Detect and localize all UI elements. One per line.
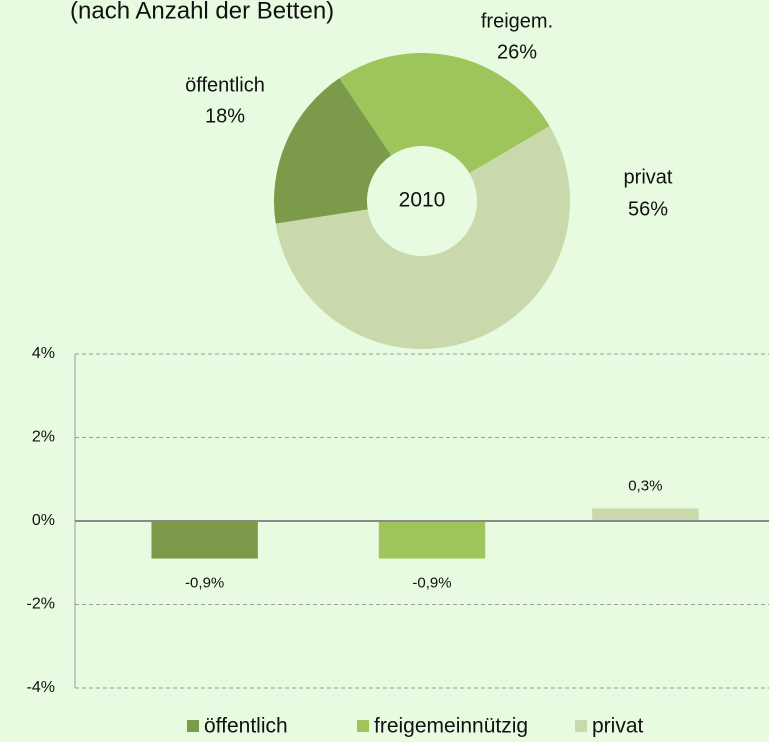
value-label: -0,9%: [412, 575, 451, 592]
value-label: -0,9%: [185, 575, 224, 592]
segment-name: freigem.: [481, 10, 553, 32]
legend-label: öffentlich: [204, 715, 288, 738]
legend-swatch: [575, 720, 587, 732]
bar: [592, 508, 699, 521]
legend-label: freigemeinnützig: [374, 715, 528, 738]
legend-swatch: [187, 720, 199, 732]
bar: [151, 521, 258, 559]
segment-name: öffentlich: [185, 74, 265, 96]
center-label: 2010: [399, 189, 446, 212]
legend-label: privat: [592, 715, 644, 738]
donut-segment: [273, 78, 392, 224]
segment-value: 56%: [628, 198, 668, 220]
value-label: 0,3%: [628, 477, 662, 494]
y-tick-label: -4%: [27, 679, 55, 696]
chart-subtitle: (nach Anzahl der Betten): [70, 0, 334, 24]
y-tick-label: 0%: [32, 512, 55, 529]
segment-value: 26%: [497, 41, 537, 63]
segment-value: 18%: [205, 105, 245, 127]
segment-name: privat: [624, 166, 673, 188]
bar: [378, 521, 486, 559]
donut-segment: [339, 52, 550, 174]
y-tick-label: 4%: [32, 345, 55, 362]
legend-swatch: [357, 720, 369, 732]
y-tick-label: -2%: [27, 596, 55, 613]
y-tick-label: 2%: [32, 429, 55, 446]
donut-segment: [275, 126, 570, 349]
